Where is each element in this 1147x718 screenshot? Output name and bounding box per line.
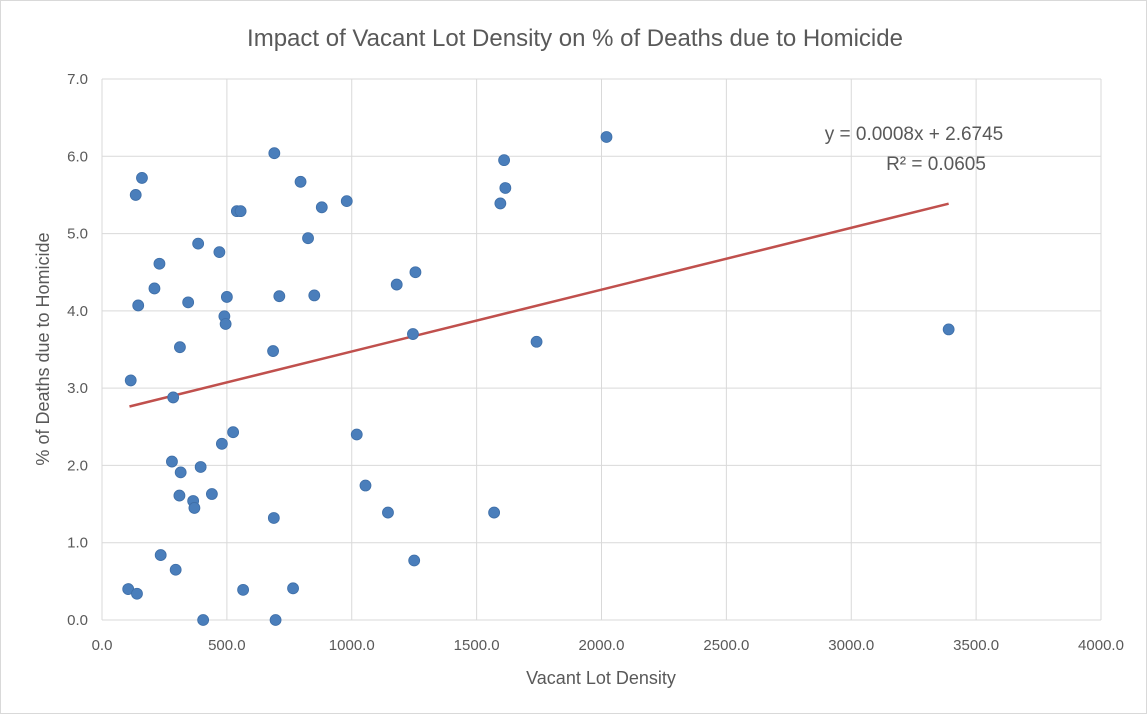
x-axis-label: Vacant Lot Density: [526, 668, 676, 688]
data-point: [124, 374, 137, 387]
data-point: [273, 290, 286, 303]
gridlines: [101, 78, 1102, 621]
chart-title: Impact of Vacant Lot Density on % of Dea…: [247, 25, 903, 52]
tick-labels: 0.0 500.0 1000.0 1500.0 2000.0 2500.0 3000.0 35…: [67, 71, 1124, 654]
y-tick-label: 5.0: [67, 226, 88, 243]
y-tick-label: 1.0: [67, 535, 88, 552]
data-point: [182, 296, 195, 309]
data-point: [499, 182, 512, 194]
y-tick-label: 2.0: [67, 457, 88, 474]
data-point: [530, 335, 543, 348]
data-point: [166, 455, 178, 468]
data-point: [174, 341, 186, 354]
x-tick-label: 1500.0: [454, 637, 500, 654]
data-point: [220, 291, 233, 303]
data-point: [409, 266, 422, 279]
y-tick-label: 4.0: [67, 303, 88, 320]
y-axis-label: % of Deaths due to Homicide: [33, 232, 53, 465]
data-point: [408, 554, 421, 567]
data-point: [167, 391, 180, 404]
data-point: [194, 461, 207, 473]
data-point: [488, 506, 501, 519]
data-point: [350, 428, 363, 441]
data-point: [173, 489, 186, 502]
data-point: [227, 426, 240, 439]
data-point: [131, 587, 143, 600]
data-point: [308, 289, 321, 302]
data-point: [294, 175, 307, 188]
x-tick-label: 2500.0: [703, 637, 749, 654]
data-point: [213, 246, 226, 259]
data-point: [132, 299, 145, 312]
data-point: [382, 506, 394, 519]
data-point: [269, 614, 282, 626]
data-point: [153, 257, 166, 270]
data-point: [205, 488, 218, 500]
data-point: [215, 437, 228, 450]
x-tick-label: 4000.0: [1078, 637, 1124, 654]
y-tick-label: 7.0: [67, 71, 88, 88]
data-point: [268, 147, 281, 160]
x-tick-label: 0.0: [92, 637, 113, 654]
data-point: [267, 345, 279, 357]
data-point: [197, 614, 210, 626]
data-point: [390, 278, 403, 291]
y-tick-label: 6.0: [67, 148, 88, 165]
data-point: [359, 479, 372, 492]
data-point: [174, 466, 187, 479]
data-point: [315, 201, 328, 214]
data-point: [942, 323, 955, 336]
trendline-equation: y = 0.0008x + 2.6745: [825, 124, 1004, 145]
y-tick-label: 0.0: [67, 612, 88, 629]
trendline-r-squared: R² = 0.0605: [886, 154, 986, 175]
data-point: [340, 195, 353, 208]
trendline: [129, 202, 949, 408]
data-point: [148, 282, 161, 295]
data-points: [122, 131, 955, 626]
x-tick-label: 2000.0: [579, 637, 625, 654]
y-tick-label: 3.0: [67, 380, 88, 397]
x-tick-label: 1000.0: [329, 637, 375, 654]
data-point: [498, 154, 510, 167]
data-point: [237, 583, 250, 596]
data-point: [129, 189, 142, 201]
data-point: [169, 563, 182, 576]
x-tick-label: 500.0: [208, 637, 246, 654]
data-point: [287, 582, 299, 595]
data-point: [302, 232, 314, 245]
data-point: [219, 318, 232, 330]
data-point: [494, 197, 507, 210]
data-point: [600, 131, 613, 143]
trendline-layer: [129, 202, 949, 408]
data-point: [407, 328, 419, 340]
data-point: [192, 237, 205, 250]
data-point: [267, 512, 280, 524]
data-point: [154, 549, 167, 561]
x-tick-label: 3000.0: [828, 637, 874, 654]
data-point: [234, 205, 247, 218]
x-tick-label: 3500.0: [953, 637, 999, 654]
data-point: [188, 502, 201, 514]
data-point: [136, 172, 148, 184]
